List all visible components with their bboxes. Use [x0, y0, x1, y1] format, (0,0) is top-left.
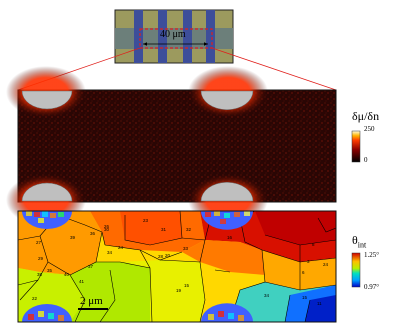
colorbar-orientation: [351, 252, 361, 288]
grain-label: 20: [165, 253, 171, 258]
grain-label: 24: [118, 245, 124, 250]
grain-label: 27: [36, 240, 42, 245]
colorbar-chemical-potential-min: 0: [364, 156, 368, 164]
grain-label: 8: [312, 242, 315, 247]
grain-label: 41: [79, 279, 85, 284]
colorbar-chemical-potential-max: 250: [364, 125, 375, 133]
colorbar-orientation-max: 1.25°: [364, 251, 380, 259]
grain-label: 39: [70, 235, 76, 240]
orientation-title-main: θ: [352, 233, 358, 247]
device-micrograph: [114, 9, 234, 64]
grain-label: 38: [37, 272, 43, 277]
grain-label: 15: [302, 295, 308, 300]
inset-scale-label: 40 μm: [160, 29, 186, 40]
grain-label: 31: [161, 227, 167, 232]
chemical-potential-map: [6, 66, 337, 226]
colorbar-orientation-min: 0.97°: [364, 283, 380, 291]
grain-label: 11: [317, 301, 322, 306]
grain-label: 16: [227, 235, 233, 240]
colorbar-chemical-potential-title: δμ/δn: [352, 109, 380, 123]
grain-label: 32: [186, 227, 192, 232]
grain-label: 37: [88, 264, 94, 269]
grain-label: 23: [143, 218, 149, 223]
colorbar-chemical-potential: [351, 130, 361, 163]
grain-label: 22: [32, 296, 38, 301]
grain-label: 6: [302, 270, 305, 275]
grain-orientation-map: [17, 210, 337, 323]
orientation-title-sub: int: [357, 240, 367, 250]
colorbar-orientation-title: θint: [352, 233, 366, 249]
scale-bar-label: 2 μm: [80, 295, 103, 307]
grain-label: 36: [90, 231, 96, 236]
grain-label: 34: [107, 250, 113, 255]
grain-label: 3: [307, 259, 310, 264]
grain-label: 24: [323, 262, 329, 267]
grain-label: 19: [176, 288, 182, 293]
grain-label: 30: [104, 227, 110, 232]
grain-label: 33: [183, 246, 189, 251]
grain-label: 35: [47, 268, 53, 273]
grain-label: 40: [64, 272, 70, 277]
grain-label: 26: [104, 224, 110, 229]
grain-label: 34: [264, 293, 270, 298]
grain-label: 28: [158, 254, 164, 259]
zoom-line-right: [211, 47, 337, 91]
grain-label: 29: [38, 256, 44, 261]
grain-label: 15: [184, 283, 190, 288]
